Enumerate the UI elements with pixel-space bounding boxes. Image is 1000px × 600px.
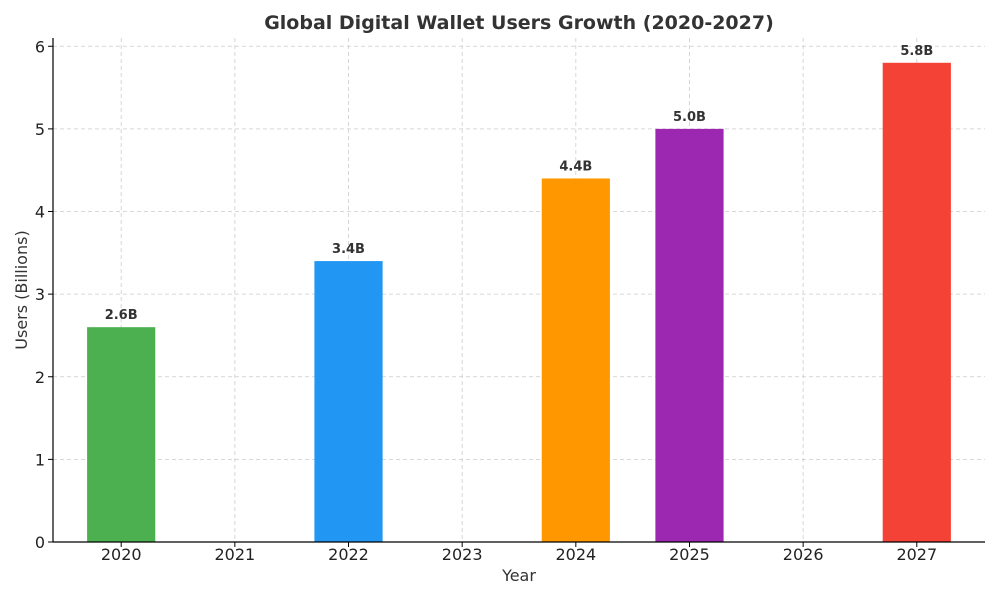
- x-tick-label: 2022: [328, 545, 369, 564]
- x-tick-label: 2024: [555, 545, 596, 564]
- bars: [87, 62, 951, 542]
- x-tick-label: 2026: [783, 545, 824, 564]
- y-tick-label: 0: [35, 533, 45, 552]
- bar-2024: [541, 178, 610, 542]
- x-tick-label: 2025: [669, 545, 710, 564]
- y-tick-label: 4: [35, 203, 45, 222]
- data-label-2027: 5.8B: [900, 44, 933, 59]
- x-tick-label: 2021: [214, 545, 255, 564]
- x-tick-label: 2027: [896, 545, 937, 564]
- x-tick-label: 2023: [442, 545, 483, 564]
- data-label-2024: 4.4B: [559, 159, 592, 174]
- grid-lines: [53, 38, 985, 543]
- bar-2027: [882, 62, 951, 542]
- y-tick-label: 3: [35, 285, 45, 304]
- x-axis-title: Year: [501, 566, 536, 585]
- bar-2022: [314, 261, 383, 542]
- axes: 0 1 2 3 4 5 6 2020 2021 2022 2023 2024 2025 2026 2027: [35, 37, 985, 564]
- y-tick-label: 5: [35, 120, 45, 139]
- bar-2020: [87, 327, 156, 542]
- data-label-2020: 2.6B: [105, 308, 138, 323]
- bar-2025: [655, 128, 724, 542]
- y-tick-label: 2: [35, 368, 45, 387]
- data-labels: 2.6B 3.4B 4.4B 5.0B 5.8B: [105, 44, 934, 323]
- data-label-2022: 3.4B: [332, 242, 365, 257]
- chart-title: Global Digital Wallet Users Growth (2020…: [264, 12, 774, 34]
- x-tick-label: 2020: [101, 545, 142, 564]
- y-tick-label: 6: [35, 37, 45, 56]
- y-tick-label: 1: [35, 450, 45, 469]
- y-axis-title: Users (Billions): [12, 230, 31, 349]
- data-label-2025: 5.0B: [673, 110, 706, 125]
